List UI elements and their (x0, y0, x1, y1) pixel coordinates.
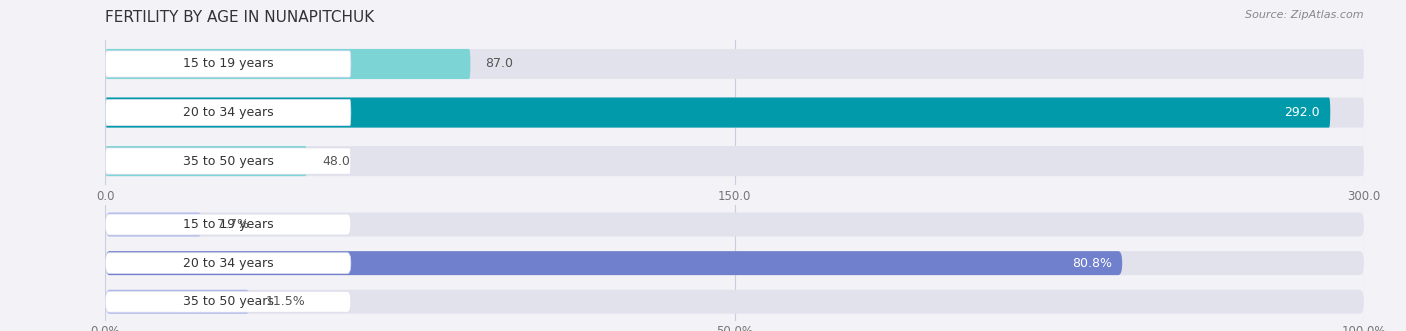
FancyBboxPatch shape (105, 146, 1364, 176)
Text: 15 to 19 years: 15 to 19 years (183, 218, 273, 231)
Text: 11.5%: 11.5% (266, 295, 305, 308)
Text: 87.0: 87.0 (485, 58, 513, 71)
Text: 15 to 19 years: 15 to 19 years (183, 58, 273, 71)
FancyBboxPatch shape (105, 253, 352, 273)
Text: 35 to 50 years: 35 to 50 years (183, 295, 274, 308)
FancyBboxPatch shape (105, 290, 1364, 314)
Text: 80.8%: 80.8% (1073, 257, 1112, 270)
FancyBboxPatch shape (105, 51, 352, 77)
FancyBboxPatch shape (105, 290, 250, 314)
FancyBboxPatch shape (105, 98, 1330, 127)
FancyBboxPatch shape (105, 214, 352, 235)
Text: 7.7%: 7.7% (218, 218, 249, 231)
Text: Source: ZipAtlas.com: Source: ZipAtlas.com (1246, 10, 1364, 20)
Text: 292.0: 292.0 (1285, 106, 1320, 119)
Text: 20 to 34 years: 20 to 34 years (183, 106, 273, 119)
FancyBboxPatch shape (105, 148, 352, 174)
FancyBboxPatch shape (105, 99, 352, 126)
FancyBboxPatch shape (105, 213, 1364, 236)
FancyBboxPatch shape (105, 49, 1364, 79)
FancyBboxPatch shape (105, 213, 202, 236)
FancyBboxPatch shape (105, 146, 307, 176)
FancyBboxPatch shape (105, 98, 1364, 127)
FancyBboxPatch shape (105, 291, 352, 312)
Text: 48.0: 48.0 (322, 155, 350, 167)
Text: FERTILITY BY AGE IN NUNAPITCHUK: FERTILITY BY AGE IN NUNAPITCHUK (105, 10, 375, 25)
FancyBboxPatch shape (105, 49, 471, 79)
Text: 20 to 34 years: 20 to 34 years (183, 257, 273, 270)
FancyBboxPatch shape (105, 251, 1364, 275)
FancyBboxPatch shape (105, 251, 1122, 275)
Text: 35 to 50 years: 35 to 50 years (183, 155, 274, 167)
